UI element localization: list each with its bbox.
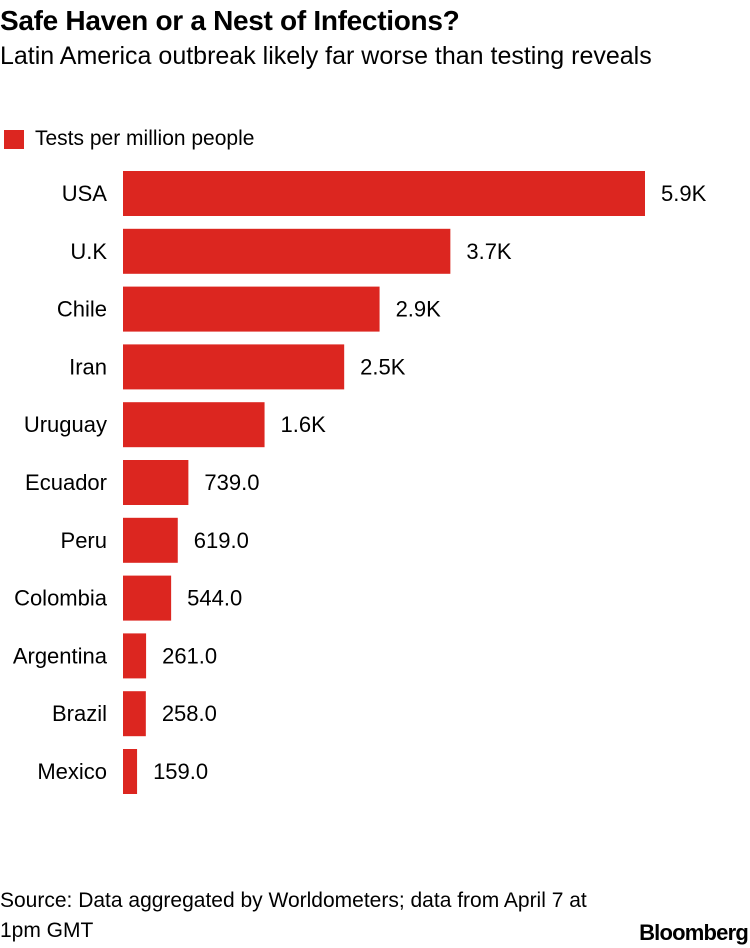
bar [123,228,451,274]
category-label: Argentina [13,643,108,668]
category-label: USA [62,181,108,206]
bar [123,171,645,216]
bar [123,460,189,505]
value-label: 739.0 [204,470,259,495]
value-label: 619.0 [194,528,249,553]
value-label: 159.0 [153,759,208,784]
bar [123,517,178,563]
legend-swatch [4,129,24,149]
category-label: Iran [69,354,107,379]
bar [123,575,172,621]
category-label: Colombia [14,586,108,611]
value-label: 258.0 [162,701,217,726]
bar [123,286,380,332]
category-label: Ecuador [25,470,107,495]
bar [123,402,265,448]
bar [123,633,147,679]
value-label: 544.0 [187,586,242,611]
bar [123,749,138,794]
value-label: 1.6K [281,412,327,437]
value-label: 3.7K [466,239,512,264]
value-label: 5.9K [661,181,707,206]
brand-logo: Bloomberg [639,920,749,945]
category-label: U.K [70,239,107,264]
category-label: Uruguay [24,412,107,437]
category-label: Chile [57,297,107,322]
bar [123,691,146,737]
value-label: 2.5K [360,354,406,379]
value-label: 2.9K [396,297,442,322]
chart-subtitle: Latin America outbreak likely far worse … [0,42,652,70]
category-label: Mexico [37,759,107,784]
category-label: Peru [61,528,107,553]
legend-label: Tests per million people [35,127,255,150]
chart-title: Safe Haven or a Nest of Infections? [0,5,460,36]
value-label: 261.0 [162,643,217,668]
bar-chart: USA 5.9K U.K 3.7K Chile 2.9K Iran 2.5K Uruguay 1.… [13,171,707,794]
legend: Tests per million people [4,126,254,152]
category-label: Brazil [52,701,107,726]
source-note: Source: Data aggregated by Worldometers;… [0,889,587,942]
bar [123,344,345,390]
